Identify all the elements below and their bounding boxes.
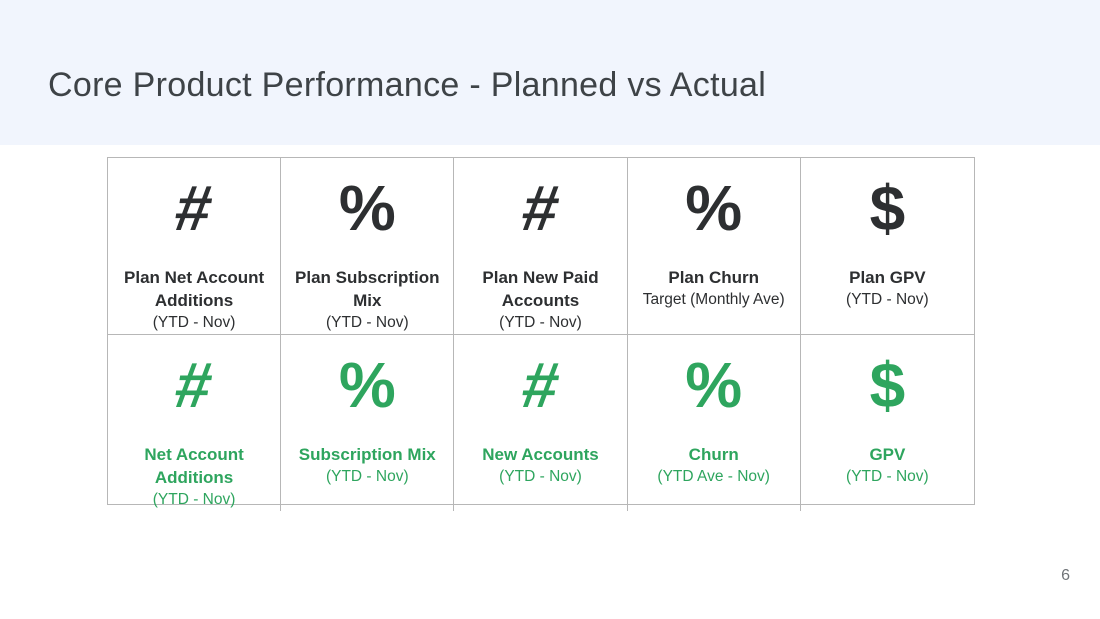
metric-subtitle: Target (Monthly Ave) <box>642 291 785 308</box>
metric-subtitle: (YTD - Nov) <box>325 314 409 331</box>
slide-title: Core Product Performance - Planned vs Ac… <box>48 66 767 104</box>
metric-cell-new-accounts: # New Accounts (YTD - Nov) <box>454 335 628 511</box>
dollar-icon: $ <box>869 172 906 244</box>
hash-icon: # <box>170 172 218 244</box>
metric-title: Plan New Paid Accounts <box>482 268 599 310</box>
metric-title: Plan GPV <box>849 268 926 287</box>
metric-subtitle: (YTD - Nov) <box>499 468 582 485</box>
metric-subtitle: (YTD - Nov) <box>152 491 236 508</box>
metric-cell-churn: % Churn (YTD Ave - Nov) <box>628 335 801 511</box>
metric-cell-plan-gpv: $ Plan GPV (YTD - Nov) <box>800 158 974 335</box>
metric-cell-net-account-additions: # Net Account Additions (YTD - Nov) <box>108 335 282 511</box>
metric-title: Subscription Mix <box>298 445 436 464</box>
page-number: 6 <box>1061 567 1070 584</box>
metric-subtitle: (YTD - Nov) <box>152 314 236 331</box>
hash-icon: # <box>516 172 564 244</box>
metric-subtitle: (YTD - Nov) <box>846 468 929 485</box>
metric-title: Plan Net Account Additions <box>124 268 265 310</box>
metric-title: Plan Churn <box>668 268 760 287</box>
percent-icon: % <box>338 172 396 244</box>
percent-icon: % <box>685 349 743 421</box>
metric-subtitle: (YTD Ave - Nov) <box>657 468 770 485</box>
metric-cell-plan-net-account-additions: # Plan Net Account Additions (YTD - Nov) <box>108 158 282 335</box>
metrics-table: # Plan Net Account Additions (YTD - Nov)… <box>107 157 975 511</box>
metric-cell-plan-new-paid-accounts: # Plan New Paid Accounts (YTD - Nov) <box>454 158 628 335</box>
percent-icon: % <box>338 349 396 421</box>
percent-icon: % <box>685 172 743 244</box>
metric-title: Net Account Additions <box>144 445 244 487</box>
metric-title: GPV <box>869 445 906 464</box>
metric-cell-gpv: $ GPV (YTD - Nov) <box>801 335 974 511</box>
metric-subtitle: (YTD - Nov) <box>846 291 929 308</box>
metric-title: Plan Subscription Mix <box>295 268 440 310</box>
metric-subtitle: (YTD - Nov) <box>499 314 582 331</box>
metric-cell-plan-churn: % Plan Churn Target (Monthly Ave) <box>627 158 801 335</box>
metric-cell-plan-subscription-mix: % Plan Subscription Mix (YTD - Nov) <box>281 158 455 335</box>
metric-cell-subscription-mix: % Subscription Mix (YTD - Nov) <box>281 335 455 511</box>
hash-icon: # <box>516 349 564 421</box>
title-banner: Core Product Performance - Planned vs Ac… <box>0 0 1100 145</box>
metric-title: Churn <box>688 445 739 464</box>
hash-icon: # <box>170 349 218 421</box>
metric-subtitle: (YTD - Nov) <box>325 468 409 485</box>
dollar-icon: $ <box>869 349 906 421</box>
metric-title: New Accounts <box>482 445 599 464</box>
